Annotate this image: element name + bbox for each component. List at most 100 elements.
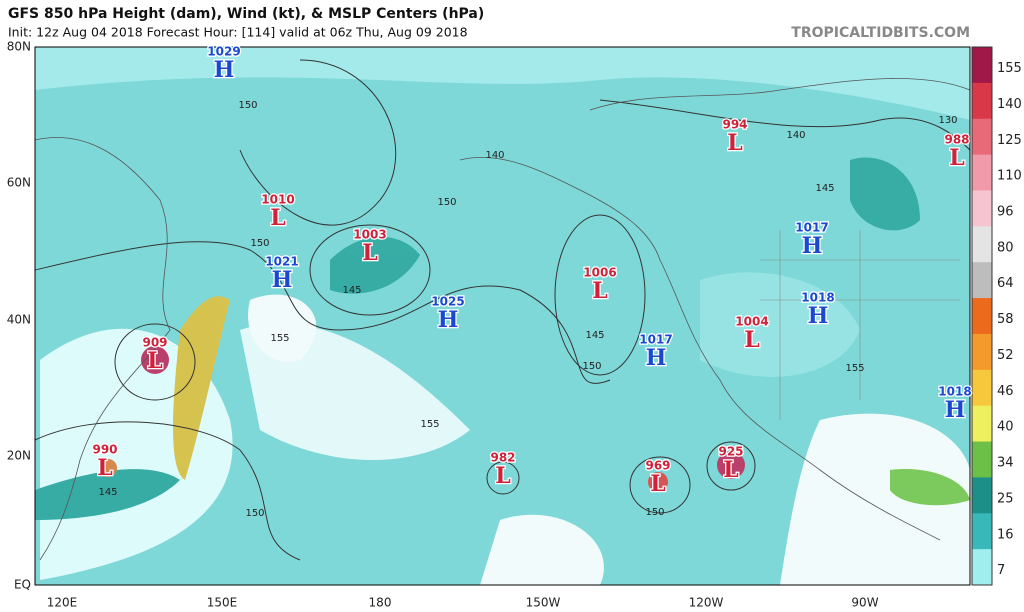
- center-value: 1025: [431, 295, 464, 309]
- coastline: [459, 156, 941, 541]
- center-letter: L: [592, 278, 607, 304]
- colorbar-segment: [972, 298, 992, 335]
- field: [648, 472, 668, 492]
- colorbar-frame: [971, 46, 993, 586]
- contour-label: 150: [250, 238, 269, 249]
- contour: [114, 323, 196, 401]
- lon-label: 180: [369, 596, 392, 610]
- center-value: 1018: [801, 291, 834, 305]
- lon-label: 90W: [851, 596, 878, 610]
- center-letter: L: [147, 348, 162, 374]
- colorbar-label: 64: [997, 276, 1014, 291]
- center-value: 909: [142, 336, 167, 350]
- contour-label: 150: [245, 508, 264, 519]
- lat-label: 80N: [7, 40, 31, 54]
- lon-label: 120W: [689, 596, 724, 610]
- colorbar-segment: [972, 118, 992, 156]
- center-value: 969: [645, 459, 670, 473]
- title: GFS 850 hPa Height (dam), Wind (kt), & M…: [8, 6, 484, 22]
- center-letter: L: [723, 457, 738, 483]
- center-letter: L: [97, 455, 112, 481]
- colorbar-label: 16: [997, 527, 1014, 542]
- lat-label: EQ: [14, 578, 31, 592]
- center-value: 1021: [265, 255, 298, 269]
- contour-label: 155: [270, 333, 289, 344]
- colorbar-label: 80: [997, 240, 1014, 255]
- field: [248, 294, 317, 362]
- contour-label: 145: [585, 330, 604, 341]
- center-letter: H: [945, 397, 966, 423]
- colorbar-segment: [972, 190, 992, 227]
- contour-label: 145: [342, 285, 361, 296]
- subtitle: Init: 12z Aug 04 2018 Forecast Hour: [11…: [8, 25, 468, 40]
- colorbar-segment: [972, 441, 992, 478]
- contour: [706, 441, 756, 491]
- contour: [486, 461, 520, 495]
- lat-label: 60N: [7, 176, 31, 190]
- center-letter: H: [646, 345, 667, 371]
- wind-field: [35, 47, 970, 585]
- colorbar-label: 25: [997, 491, 1014, 506]
- center-letter: H: [438, 307, 459, 333]
- lon-label: 150E: [207, 596, 238, 610]
- overlays: 80N 60N 40N 20N EQ 120E 150E 180 150W 120W 90W 155 1…: [7, 40, 1022, 610]
- coastline: [34, 137, 171, 561]
- center-value: 1017: [795, 221, 828, 235]
- colorbar-label: 34: [997, 456, 1014, 471]
- contour-label: 155: [420, 419, 439, 430]
- colorbar-label: 110: [997, 169, 1022, 184]
- field: [330, 236, 420, 294]
- colorbar-segment: [972, 333, 992, 371]
- center-letter: H: [272, 267, 293, 293]
- borders: [760, 230, 960, 420]
- center-value: 1010: [261, 193, 294, 207]
- contour: [629, 456, 691, 514]
- center-letter: L: [744, 327, 759, 353]
- colorbar-label: 40: [997, 420, 1014, 435]
- lat-label: 40N: [7, 313, 31, 327]
- contours: [34, 59, 971, 561]
- colorbar-label: 52: [997, 348, 1014, 363]
- contour: [34, 421, 301, 561]
- center-value: 1018: [938, 385, 971, 399]
- contour-label: 140: [485, 150, 504, 161]
- center-value: 1004: [735, 315, 768, 329]
- center-letter: H: [802, 233, 823, 259]
- colorbar-segment: [972, 369, 992, 407]
- map-frame: [34, 46, 971, 586]
- center-value: 988: [944, 133, 969, 147]
- contour-label: 150: [238, 100, 257, 111]
- center-value: 994: [722, 118, 747, 132]
- center-value: 990: [92, 443, 117, 457]
- center-letter: H: [214, 57, 235, 83]
- colorbar-label: 7: [997, 563, 1005, 578]
- colorbar-segment: [972, 47, 992, 84]
- center-value: 1017: [639, 333, 672, 347]
- field: [480, 514, 604, 585]
- center-letter: L: [949, 145, 964, 171]
- center-value: 1006: [583, 266, 616, 280]
- field: [141, 346, 169, 374]
- center-letter: L: [650, 471, 665, 497]
- colorbar-segment: [972, 405, 992, 443]
- colorbar-label: 125: [997, 133, 1022, 148]
- center-letter: H: [808, 303, 829, 329]
- center-value: 1003: [353, 228, 386, 242]
- contour: [554, 214, 646, 376]
- coastlines: [34, 78, 971, 561]
- center-value: 1029: [207, 45, 240, 59]
- contour: [34, 241, 611, 384]
- center-value: 982: [490, 451, 515, 465]
- colorbar-segment: [972, 262, 992, 299]
- colorbar-segment: [972, 226, 992, 263]
- center-letter: L: [362, 240, 377, 266]
- center-letter: L: [727, 130, 742, 156]
- field: [850, 157, 920, 231]
- center-value: 925: [718, 445, 743, 459]
- lat-label: 20N: [7, 449, 31, 463]
- contour-label: 150: [645, 507, 664, 518]
- map: [34, 46, 971, 586]
- contour-label: 150: [582, 361, 601, 372]
- field: [173, 296, 230, 480]
